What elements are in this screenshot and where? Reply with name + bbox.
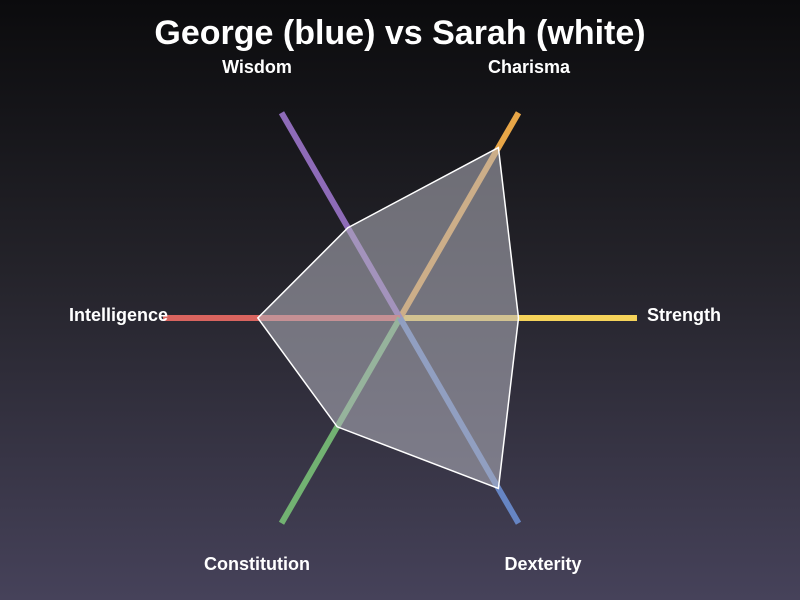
chart-title: George (blue) vs Sarah (white) [154,14,646,52]
axis-label-dexterity: Dexterity [504,554,582,574]
axis-label-strength: Strength [647,305,721,325]
axis-label-charisma: Charisma [487,57,571,77]
axis-label-wisdom: Wisdom [222,57,292,77]
series-polygons [256,146,520,490]
axis-label-constitution: Constitution [204,554,310,574]
series-polygon-0 [256,146,520,490]
axis-label-intelligence: Intelligence [68,305,168,325]
